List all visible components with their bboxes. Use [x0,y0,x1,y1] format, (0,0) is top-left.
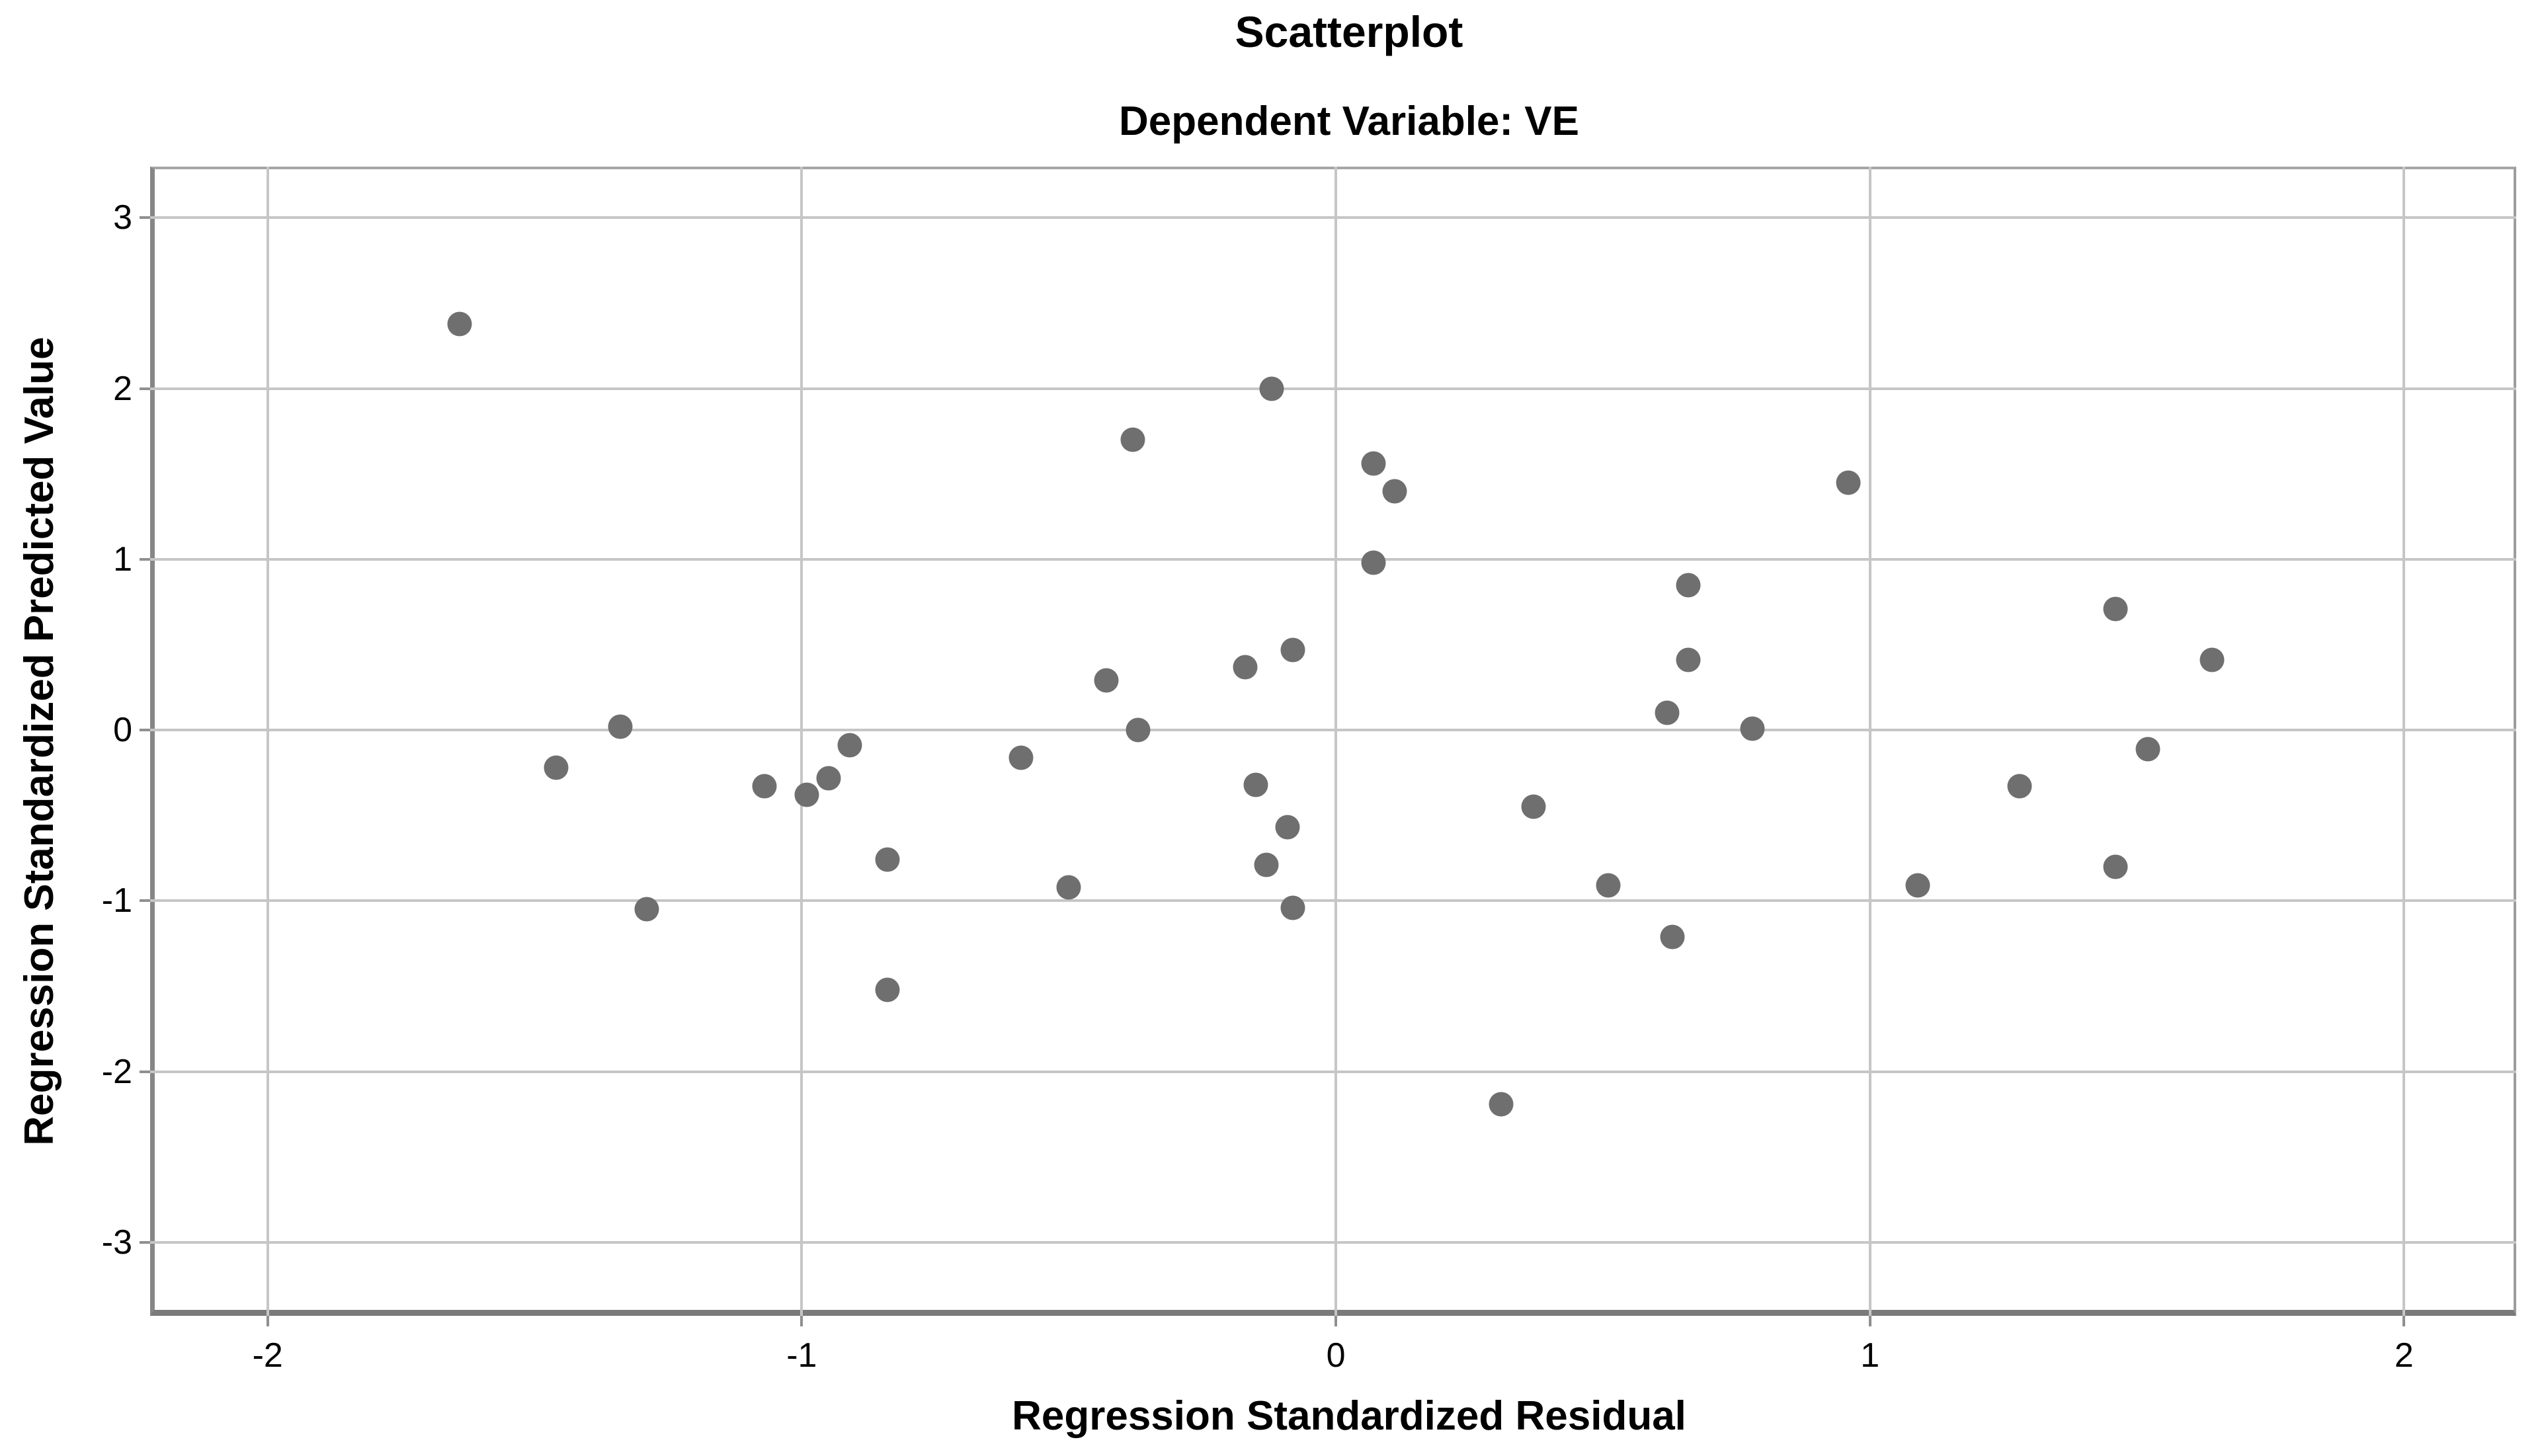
v-gridline [800,167,803,1316]
x-tick-label: -1 [786,1336,817,1375]
y-tick-mark [140,557,150,561]
y-tick-label: -1 [101,881,132,920]
x-tick-mark [2402,1316,2406,1326]
data-point [1676,647,1701,672]
data-point [752,774,777,799]
data-point [2103,854,2128,879]
data-point [1275,815,1300,840]
y-tick-label: -2 [101,1052,132,1091]
data-point [1740,716,1765,741]
data-point [1382,479,1407,504]
x-tick-mark [1334,1316,1338,1326]
plot-frame [150,167,2516,1316]
data-point [1008,745,1033,770]
h-gridline [150,216,2516,220]
data-point [1280,895,1305,920]
y-tick-label: 0 [113,711,132,750]
data-point [2199,647,2225,672]
data-point [1126,717,1151,743]
data-point [794,782,819,807]
data-point [1259,376,1284,401]
chart-title: Scatterplot [1235,7,1463,56]
x-tick-label: 2 [2394,1336,2414,1375]
data-point [1521,794,1546,819]
y-tick-mark [140,216,150,220]
data-point [2135,737,2160,762]
data-point [544,755,569,780]
data-point [816,766,841,791]
h-gridline [150,899,2516,903]
data-point [2103,596,2128,622]
data-point [1660,924,1685,950]
data-point [1233,655,1258,680]
h-gridline [150,1240,2516,1244]
data-point [1489,1092,1514,1117]
plot-area [150,167,2516,1316]
y-tick-mark [140,1240,150,1244]
x-tick-label: 1 [1860,1336,1880,1375]
data-point [447,311,472,337]
x-tick-mark [266,1316,269,1326]
data-point [1120,427,1145,452]
v-gridline [266,167,269,1316]
data-point [1905,873,1930,898]
y-tick-label: 3 [113,198,132,237]
data-point [2007,774,2032,799]
data-point [1280,637,1305,663]
data-point [875,847,900,872]
h-gridline [150,1070,2516,1073]
data-point [608,714,633,739]
y-tick-label: 1 [113,540,132,579]
h-gridline [150,387,2516,390]
data-point [1676,573,1701,598]
data-point [1596,873,1621,898]
v-gridline [1868,167,1871,1316]
data-point [1056,875,1081,900]
data-point [634,897,659,922]
data-point [1243,772,1268,797]
data-point [1361,550,1386,575]
y-tick-mark [140,729,150,732]
data-point [1655,700,1680,725]
h-gridline [150,557,2516,561]
data-point [1361,451,1386,476]
h-gridline [150,729,2516,732]
x-tick-mark [1868,1316,1871,1326]
data-point [837,733,862,758]
y-tick-label: -3 [101,1223,132,1262]
y-tick-mark [140,899,150,903]
x-tick-mark [800,1316,803,1326]
x-axis-label: Regression Standardized Residual [1012,1393,1686,1439]
data-point [1254,852,1279,877]
data-point [1094,668,1119,693]
y-tick-mark [140,1070,150,1073]
x-tick-label: 0 [1326,1336,1346,1375]
v-gridline [2402,167,2406,1316]
v-gridline [1334,167,1338,1316]
chart-subtitle: Dependent Variable: VE [1119,99,1579,144]
data-point [875,977,900,1002]
y-tick-label: 2 [113,369,132,408]
data-point [1836,470,1861,495]
x-tick-label: -2 [252,1336,283,1375]
y-tick-mark [140,387,150,390]
